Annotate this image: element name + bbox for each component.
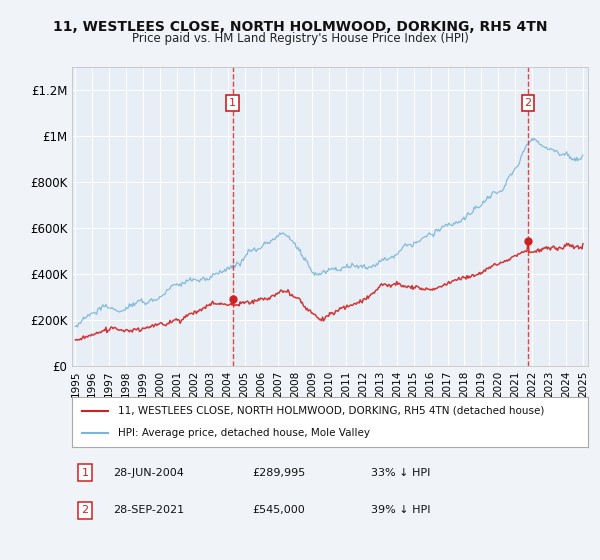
- Text: 33% ↓ HPI: 33% ↓ HPI: [371, 468, 431, 478]
- Text: 28-SEP-2021: 28-SEP-2021: [113, 505, 184, 515]
- Text: 2: 2: [82, 505, 88, 515]
- Text: £545,000: £545,000: [253, 505, 305, 515]
- Text: £289,995: £289,995: [253, 468, 306, 478]
- Text: 1: 1: [82, 468, 88, 478]
- Text: 39% ↓ HPI: 39% ↓ HPI: [371, 505, 431, 515]
- Text: 28-JUN-2004: 28-JUN-2004: [113, 468, 184, 478]
- Text: 1: 1: [229, 98, 236, 108]
- Text: 11, WESTLEES CLOSE, NORTH HOLMWOOD, DORKING, RH5 4TN (detached house): 11, WESTLEES CLOSE, NORTH HOLMWOOD, DORK…: [118, 405, 545, 416]
- Text: 2: 2: [524, 98, 532, 108]
- Text: Price paid vs. HM Land Registry's House Price Index (HPI): Price paid vs. HM Land Registry's House …: [131, 32, 469, 45]
- Text: HPI: Average price, detached house, Mole Valley: HPI: Average price, detached house, Mole…: [118, 428, 370, 438]
- Text: 11, WESTLEES CLOSE, NORTH HOLMWOOD, DORKING, RH5 4TN: 11, WESTLEES CLOSE, NORTH HOLMWOOD, DORK…: [53, 20, 547, 34]
